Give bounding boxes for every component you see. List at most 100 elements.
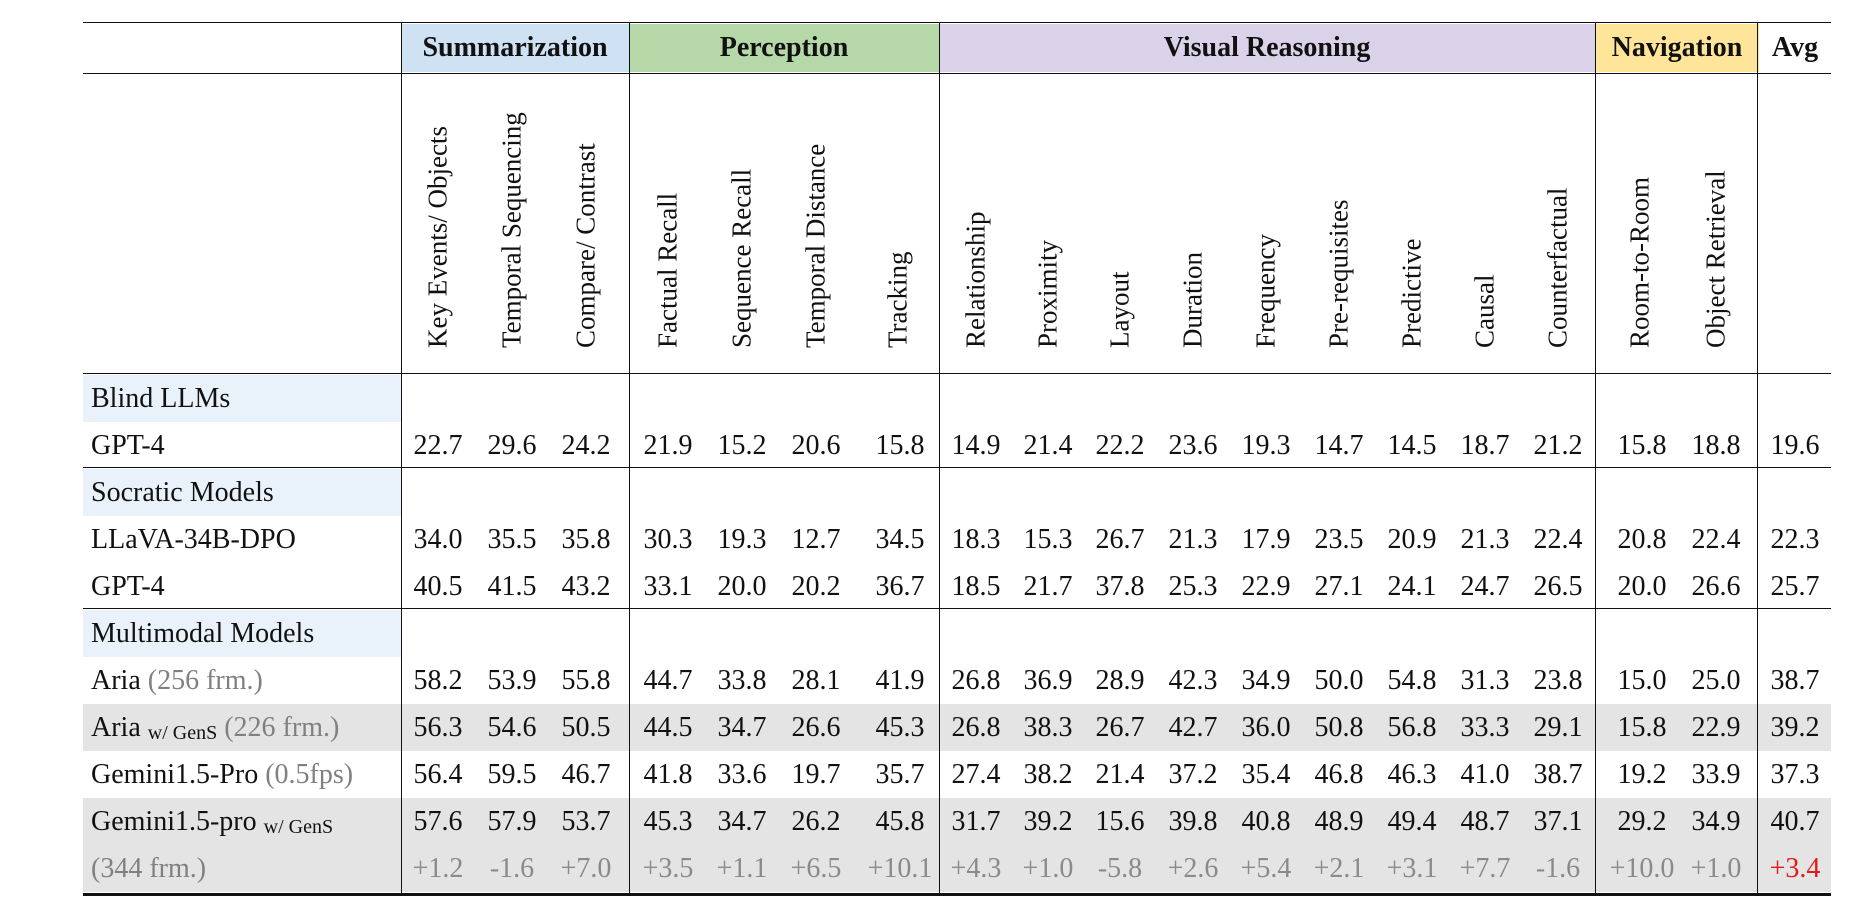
table-cell: 22.4 — [1533, 523, 1583, 555]
table-cell: 41.8 — [643, 758, 693, 790]
table-cell: 21.3 — [1168, 523, 1218, 555]
table-cell: 33.1 — [643, 570, 693, 602]
rule-bottom — [83, 893, 1831, 896]
table-cell: 41.5 — [487, 570, 537, 602]
table-cell: 34.7 — [717, 805, 767, 837]
col-header: Proximity — [1032, 239, 1063, 348]
table-cell: 28.1 — [791, 664, 841, 696]
table-cell: 49.4 — [1387, 805, 1437, 837]
table-cell: 57.9 — [487, 805, 537, 837]
table-cell: +1.0 — [1690, 852, 1742, 884]
table-cell: 22.9 — [1241, 570, 1291, 602]
group-label: Socratic Models — [83, 469, 401, 516]
table-cell: 15.3 — [1023, 523, 1073, 555]
table-cell: 19.7 — [791, 758, 841, 790]
col-header: Counterfactual — [1542, 187, 1573, 348]
table-cell: 29.6 — [487, 429, 537, 461]
table-cell: 27.4 — [951, 758, 1001, 790]
table-cell: 20.0 — [717, 570, 767, 602]
table-cell: 33.8 — [717, 664, 767, 696]
category-perception: Perception — [629, 24, 939, 72]
category-summarization: Summarization — [401, 24, 629, 72]
table-cell: 40.8 — [1241, 805, 1291, 837]
table-cell: 28.9 — [1095, 664, 1145, 696]
table-cell: 20.6 — [791, 429, 841, 461]
table-cell: 53.9 — [487, 664, 537, 696]
table-cell: +1.0 — [1022, 852, 1074, 884]
table-cell: 21.4 — [1023, 429, 1073, 461]
table-cell: 45.3 — [643, 805, 693, 837]
table-cell: 35.8 — [561, 523, 611, 555]
table-cell: 31.7 — [951, 805, 1001, 837]
table-cell: 26.8 — [951, 711, 1001, 743]
col-header: Sequence Recall — [726, 168, 757, 348]
table-cell: 26.8 — [951, 664, 1001, 696]
table-cell: +1.2 — [412, 852, 464, 884]
table-cell: 56.3 — [413, 711, 463, 743]
col-header: Duration — [1177, 252, 1208, 348]
table-cell: 50.5 — [561, 711, 611, 743]
table-cell: 14.7 — [1314, 429, 1364, 461]
table-cell: 15.2 — [717, 429, 767, 461]
table-cell: 19.3 — [717, 523, 767, 555]
table-cell: 40.5 — [413, 570, 463, 602]
table-cell: 18.5 — [951, 570, 1001, 602]
table-cell: 46.8 — [1314, 758, 1364, 790]
table-cell: 48.7 — [1460, 805, 1510, 837]
group-label: Multimodal Models — [83, 610, 401, 657]
table-cell: +3.4 — [1769, 852, 1821, 884]
table-cell: 18.8 — [1691, 429, 1741, 461]
row-label: (344 frm.) — [91, 852, 207, 884]
table-cell: 41.9 — [875, 664, 925, 696]
col-header: Relationship — [960, 211, 991, 349]
table-cell: 21.4 — [1095, 758, 1145, 790]
table-cell: 58.2 — [413, 664, 463, 696]
table-cell: +3.1 — [1386, 852, 1438, 884]
table-cell: 34.7 — [717, 711, 767, 743]
col-header: Object Retrieval — [1700, 170, 1731, 348]
category-navigation: Navigation — [1595, 24, 1759, 72]
table-cell: 23.8 — [1533, 664, 1583, 696]
table-cell: 48.9 — [1314, 805, 1364, 837]
col-header: Temporal Distance — [800, 143, 831, 348]
table-cell: 35.7 — [875, 758, 925, 790]
table-cell: +1.1 — [716, 852, 768, 884]
table-cell: 40.7 — [1770, 805, 1820, 837]
row-label: Gemini1.5-Pro (0.5fps) — [91, 758, 354, 790]
table-cell: +5.4 — [1240, 852, 1292, 884]
table-cell: 25.3 — [1168, 570, 1218, 602]
table-cell: +10.0 — [1609, 852, 1675, 884]
table-cell: +4.3 — [950, 852, 1002, 884]
table-cell: +10.1 — [867, 852, 933, 884]
col-header: Causal — [1469, 274, 1500, 349]
row-label: Gemini1.5-pro w/ GenS — [91, 805, 334, 839]
table-cell: 20.9 — [1387, 523, 1437, 555]
vrule — [1757, 22, 1759, 893]
rule-midrule — [83, 373, 1831, 375]
table-cell: 15.8 — [1617, 429, 1667, 461]
table-cell: 15.0 — [1617, 664, 1667, 696]
table-cell: 29.1 — [1533, 711, 1583, 743]
table-cell: 19.2 — [1617, 758, 1667, 790]
table-cell: 22.4 — [1691, 523, 1741, 555]
table-cell: 29.2 — [1617, 805, 1667, 837]
rule-group — [83, 608, 1831, 610]
table-cell: 14.9 — [951, 429, 1001, 461]
table-cell: 17.9 — [1241, 523, 1291, 555]
table-cell: 57.6 — [413, 805, 463, 837]
col-header: Tracking — [882, 251, 913, 348]
table-cell: 35.5 — [487, 523, 537, 555]
table-cell: 53.7 — [561, 805, 611, 837]
table-cell: 38.3 — [1023, 711, 1073, 743]
table-cell: 39.8 — [1168, 805, 1218, 837]
table-cell: 38.7 — [1770, 664, 1820, 696]
col-header: Compare/ Contrast — [570, 143, 601, 348]
table-cell: 56.8 — [1387, 711, 1437, 743]
table-cell: 14.5 — [1387, 429, 1437, 461]
table-cell: 42.7 — [1168, 711, 1218, 743]
table-cell: 21.9 — [643, 429, 693, 461]
table-cell: 33.9 — [1691, 758, 1741, 790]
table-cell: 34.9 — [1691, 805, 1741, 837]
row-highlight — [83, 798, 1831, 845]
table-cell: 15.8 — [1617, 711, 1667, 743]
